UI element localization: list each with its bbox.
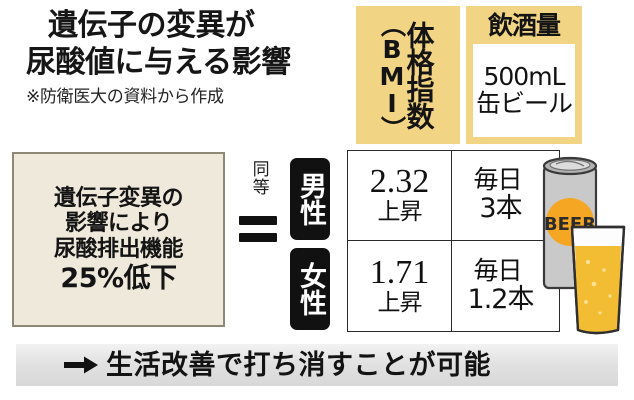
header-drinking-detail-line-1: 500mL xyxy=(483,61,566,91)
equivalence-label: 同等 xyxy=(248,160,269,196)
header-drinking-title: 飲酒量 xyxy=(487,11,561,40)
sex-chip-male-label: 男性 xyxy=(295,172,327,226)
sex-chip-male: 男性 xyxy=(290,158,330,240)
title-block: 遺伝子の変異が 尿酸値に与える影響 ※防衛医大の資料から作成 xyxy=(26,8,346,108)
cell-bmi-female: 1.71 上昇 xyxy=(348,241,452,331)
gene-effect-line-2: 影響により xyxy=(64,211,173,237)
gene-effect-line-4: 25%低下 xyxy=(60,262,177,294)
beer-glass-icon xyxy=(570,225,626,335)
sex-chip-female-label: 女性 xyxy=(295,262,327,316)
cell-bmi-male: 2.32 上昇 xyxy=(348,151,452,241)
header-drinking-detail: 500mL 缶ビール xyxy=(473,43,575,137)
header-bmi-main: 体格指数 xyxy=(402,21,436,129)
cell-bmi-male-unit: 上昇 xyxy=(377,199,423,226)
source-note: ※防衛医大の資料から作成 xyxy=(26,87,224,108)
sex-chip-female: 女性 xyxy=(290,248,330,330)
cell-bmi-male-value: 2.32 xyxy=(369,163,430,201)
cell-drink-female-frequency: 毎日 xyxy=(473,255,522,285)
header-drinking-detail-line-2: 缶ビール xyxy=(475,89,573,119)
cell-bmi-female-value: 1.71 xyxy=(369,253,430,291)
equals-sign-icon xyxy=(239,216,277,242)
gene-effect-line-3: 尿酸排出機能 xyxy=(53,237,184,263)
bottom-banner: 生活改善で打ち消すことが可能 xyxy=(16,344,618,386)
equivalence-group: 同等 xyxy=(234,160,282,242)
page-title-line-2: 尿酸値に与える影響 xyxy=(26,44,291,80)
page-title-line-1: 遺伝子の変異が xyxy=(48,8,255,43)
cell-drink-male: 毎日 3本 xyxy=(452,151,559,241)
arrow-right-icon xyxy=(64,356,98,374)
cell-drink-female: 毎日 1.2本 xyxy=(452,241,559,331)
gene-effect-panel: 遺伝子変異の 影響により 尿酸排出機能 25%低下 xyxy=(12,152,225,327)
header-drinking: 飲酒量 500mL 缶ビール xyxy=(466,6,582,144)
gene-effect-line-1: 遺伝子変異の xyxy=(53,185,184,211)
cell-bmi-female-unit: 上昇 xyxy=(377,289,423,316)
data-table: 2.32 上昇 毎日 3本 1.71 上昇 毎日 1.2本 xyxy=(347,150,560,332)
header-bmi: （BMI） 体格指数 xyxy=(356,6,460,144)
bottom-banner-text: 生活改善で打ち消すことが可能 xyxy=(106,349,491,380)
header-bmi-paren: （BMI） xyxy=(377,11,407,139)
cell-drink-male-frequency: 毎日 xyxy=(473,165,522,195)
cell-drink-male-amount: 3本 xyxy=(479,193,522,225)
cell-drink-female-amount: 1.2本 xyxy=(467,283,535,315)
